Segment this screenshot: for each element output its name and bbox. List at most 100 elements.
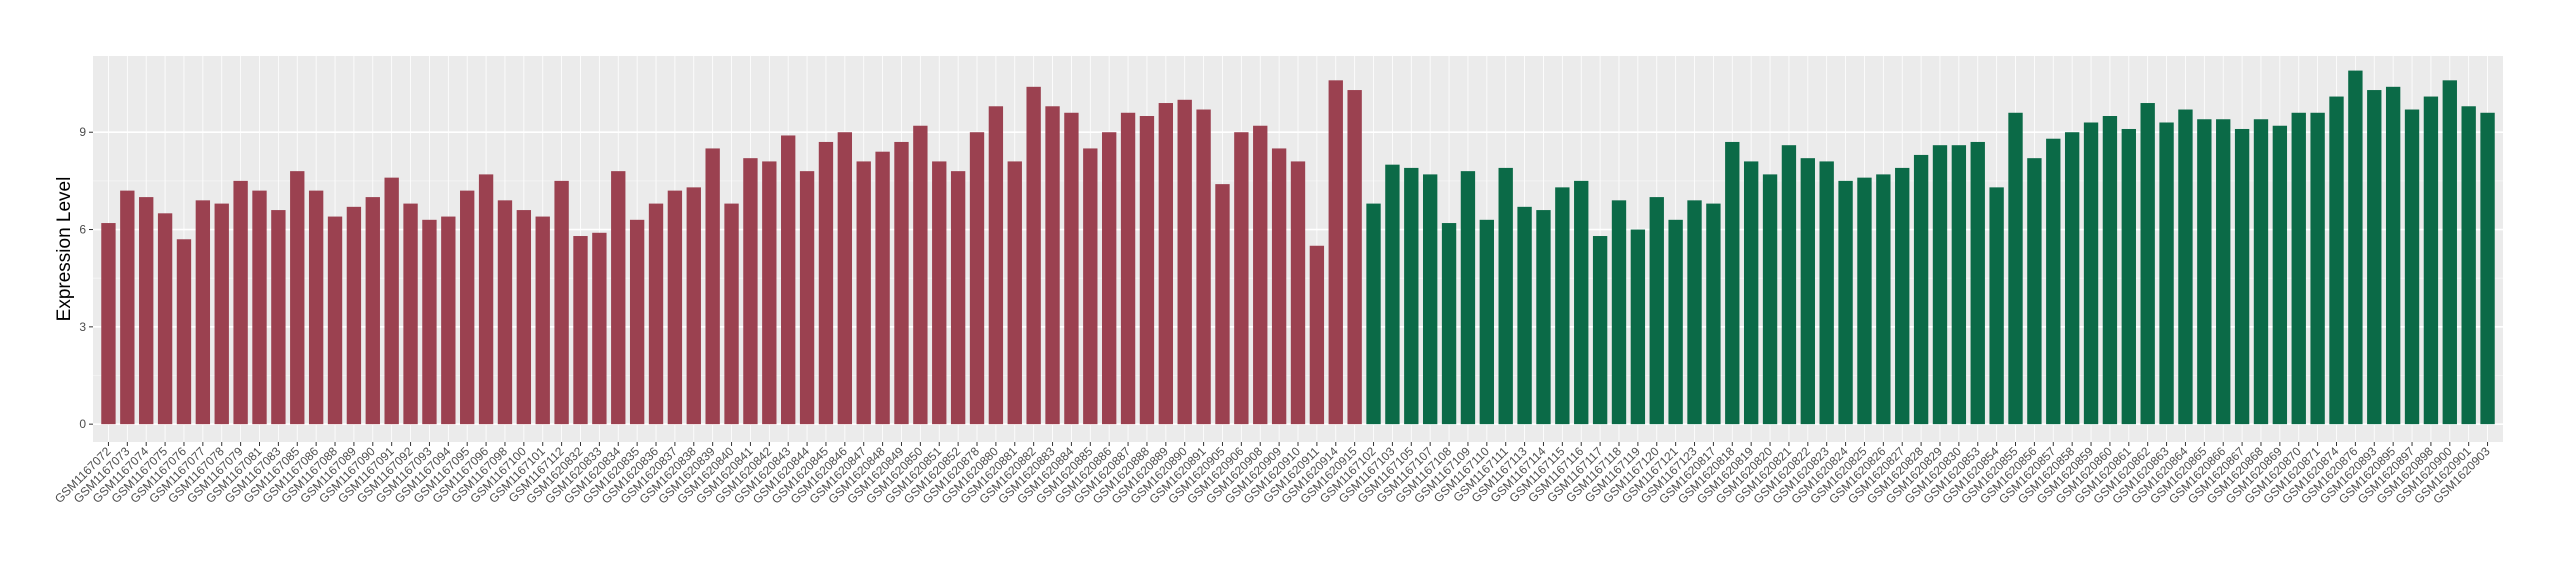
y-tick-label: 0 [79, 417, 86, 431]
bar [1876, 174, 1891, 425]
bar [2140, 103, 2155, 425]
bar [932, 161, 947, 425]
bar [2083, 122, 2099, 425]
bar [573, 236, 588, 425]
bar [1857, 177, 1872, 425]
bar [1687, 200, 1702, 425]
bar [2404, 109, 2420, 425]
bar [1970, 141, 1985, 425]
bar [2121, 128, 2136, 425]
bar [2027, 158, 2042, 425]
bar [1781, 145, 1797, 425]
bar [818, 141, 834, 425]
bar [1026, 86, 1041, 425]
bar [2310, 112, 2325, 425]
bar [894, 141, 909, 425]
bar [705, 148, 720, 425]
bar [233, 180, 248, 425]
bar [648, 203, 664, 425]
bar [1838, 180, 1853, 425]
bar [1762, 174, 1778, 425]
bar [856, 161, 871, 425]
bar [120, 190, 135, 425]
bar [2008, 112, 2023, 425]
bar [1158, 103, 1174, 425]
bar [308, 190, 324, 425]
y-tick-label: 9 [79, 125, 86, 139]
bar [1045, 106, 1060, 425]
bar [1083, 148, 1098, 425]
bar [2272, 125, 2288, 425]
bar [1706, 203, 1721, 425]
bar [1385, 164, 1400, 425]
bar [1913, 154, 1929, 425]
bar [1328, 80, 1343, 425]
bar [1215, 184, 1230, 425]
bar [1536, 210, 1551, 425]
bar [365, 197, 380, 425]
bar [2197, 119, 2212, 425]
bar [2253, 119, 2269, 425]
bar [1630, 229, 1646, 425]
bar [1555, 187, 1570, 425]
bar [611, 171, 626, 425]
bar [478, 174, 494, 425]
bar [2064, 132, 2080, 425]
bar [875, 151, 890, 425]
bar [101, 223, 116, 425]
bar [1253, 125, 1268, 425]
bar [176, 239, 192, 425]
bar [1290, 161, 1306, 425]
y-tick-label: 3 [79, 320, 86, 334]
bar [1479, 219, 1494, 425]
bar [1139, 116, 1155, 425]
bar [913, 125, 928, 425]
bar [1517, 206, 1532, 425]
bar [422, 219, 437, 425]
bar [988, 106, 1004, 425]
bar [1932, 145, 1948, 425]
bar [554, 180, 569, 425]
bar [1743, 161, 1759, 425]
bar [1725, 141, 1740, 425]
bar [1271, 148, 1287, 425]
bar [157, 213, 173, 425]
bar [2046, 138, 2061, 425]
bar [1234, 132, 1249, 425]
bar [667, 190, 683, 425]
bar [1989, 187, 2004, 425]
bar [592, 232, 607, 425]
bar [1951, 145, 1967, 425]
bar [2234, 128, 2250, 425]
bar [781, 135, 796, 425]
bar [290, 171, 305, 425]
bar [1196, 109, 1211, 425]
bar [2367, 90, 2382, 425]
bar [1649, 197, 1664, 425]
bar [969, 132, 985, 425]
bar [799, 171, 815, 425]
bar [1404, 167, 1419, 425]
bar [762, 161, 777, 425]
bar [1064, 112, 1079, 425]
bar [460, 190, 475, 425]
bar [1498, 167, 1513, 425]
bar [1574, 180, 1589, 425]
bar [403, 203, 418, 425]
bar [1895, 167, 1910, 425]
bar [516, 210, 532, 425]
bar [252, 190, 267, 425]
bar [1007, 161, 1022, 425]
bar [2291, 112, 2306, 425]
bar [2480, 112, 2495, 425]
bar [214, 203, 229, 425]
bar [2423, 96, 2439, 425]
bar [384, 177, 399, 425]
bar [2102, 116, 2118, 425]
bar [441, 216, 456, 425]
bar [1668, 219, 1683, 425]
bar [535, 216, 550, 425]
bar [1592, 236, 1608, 425]
bar [139, 197, 154, 425]
